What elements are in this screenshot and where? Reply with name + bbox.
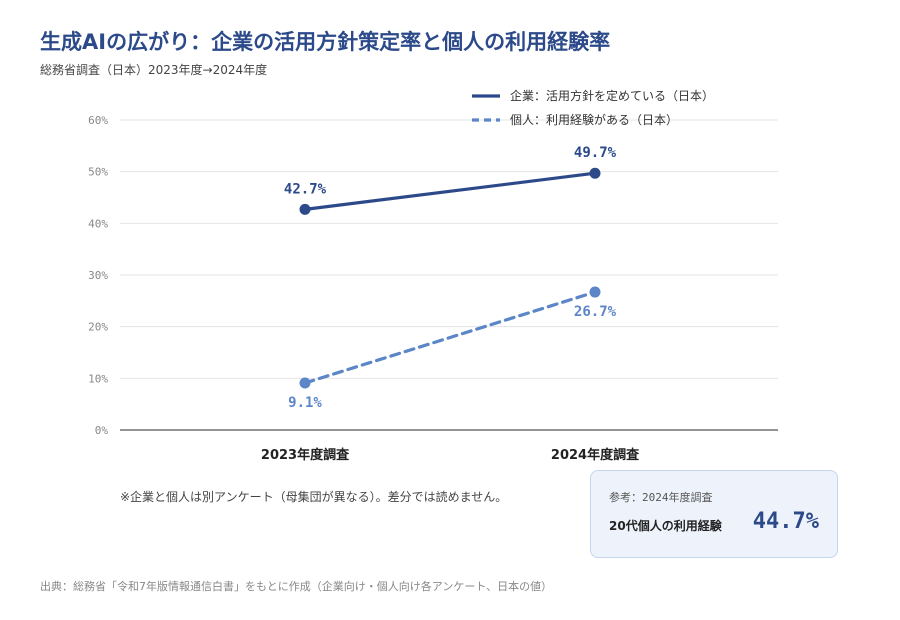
series-line-2 xyxy=(303,290,597,385)
data-label: 42.7% xyxy=(284,181,327,197)
data-point xyxy=(299,377,311,389)
data-label: 26.7% xyxy=(574,304,617,320)
y-tick-label: 60% xyxy=(88,114,108,127)
data-point xyxy=(299,203,311,215)
x-tick-label: 2023年度調査 xyxy=(261,447,350,463)
data-point xyxy=(589,167,601,179)
x-tick-label: 2024年度調査 xyxy=(551,447,640,463)
reference-box: 参考：2024年度調査 20代個人の利用経験 44.7% xyxy=(590,470,838,558)
reference-label: 20代個人の利用経験 xyxy=(609,519,722,533)
y-tick-label: 20% xyxy=(88,321,108,334)
series-line-1 xyxy=(303,171,597,211)
y-tick-label: 10% xyxy=(88,372,108,385)
reference-caption: 参考：2024年度調査 xyxy=(609,491,713,504)
y-tick-label: 50% xyxy=(88,166,108,179)
data-label: 9.1% xyxy=(288,395,322,411)
source-credit: 出典：総務省「令和7年版情報通信白書」をもとに作成（企業向け・個人向け各アンケー… xyxy=(40,580,553,593)
reference-value: 44.7% xyxy=(752,509,819,534)
chart-subtitle: 総務省調査（日本）2023年度→2024年度 xyxy=(40,63,268,77)
footnote: ※企業と個人は別アンケート（母集団が異なる）。差分では読めません。 xyxy=(120,490,508,504)
y-tick-label: 30% xyxy=(88,269,108,282)
legend-label: 個人：利用経験がある（日本） xyxy=(510,112,678,127)
y-tick-label: 0% xyxy=(95,424,109,437)
chart-title: 生成AIの広がり：企業の活用方針策定率と個人の利用経験率 xyxy=(40,30,611,54)
y-tick-label: 40% xyxy=(88,217,108,230)
data-label: 49.7% xyxy=(574,145,617,161)
data-point xyxy=(589,286,601,298)
legend-label: 企業：活用方針を定めている（日本） xyxy=(510,88,714,103)
